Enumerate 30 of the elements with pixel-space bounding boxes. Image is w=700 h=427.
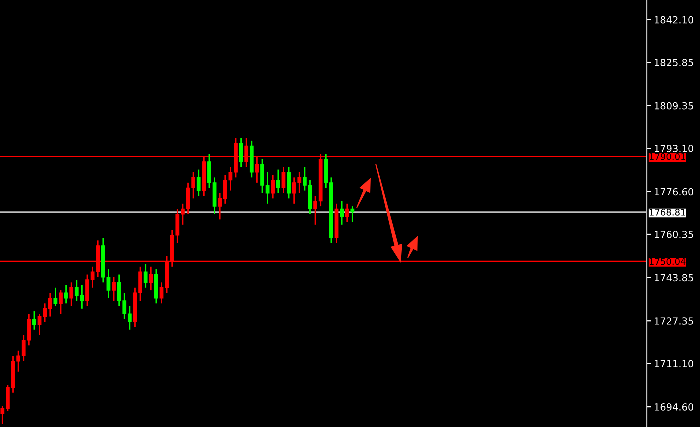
candlestick bbox=[59, 290, 63, 315]
candlestick bbox=[149, 266, 154, 292]
ref-line-label: 1790.01 bbox=[650, 153, 686, 160]
ref-line-label: 1768.81 bbox=[650, 209, 686, 216]
y-tick-label: 1727.35 bbox=[655, 318, 694, 325]
candlestick bbox=[340, 200, 344, 226]
candlestick bbox=[144, 264, 148, 289]
y-tick-label: 1760.35 bbox=[655, 230, 694, 238]
candlestick bbox=[287, 166, 291, 200]
candlestick bbox=[112, 276, 116, 302]
candlestick bbox=[239, 138, 244, 168]
candlestick bbox=[282, 166, 286, 194]
candlestick bbox=[196, 169, 201, 197]
y-tick-label: 1711.10 bbox=[655, 360, 694, 368]
y-tick-label: 1809.35 bbox=[655, 102, 694, 110]
candlestick bbox=[350, 206, 355, 223]
candlestick bbox=[32, 310, 36, 331]
ref-line-label: 1750.04 bbox=[650, 258, 686, 266]
candlestick bbox=[154, 268, 158, 304]
candlestick bbox=[70, 282, 74, 307]
candlestick bbox=[271, 174, 276, 200]
y-tick-label: 1842.10 bbox=[655, 16, 694, 24]
y-tick-label: 1694.60 bbox=[655, 404, 694, 411]
y-tick-label: 1743.85 bbox=[655, 274, 694, 282]
candlestick bbox=[345, 203, 350, 223]
candlestick bbox=[276, 169, 280, 194]
y-tick-label: 1793.10 bbox=[655, 145, 694, 152]
y-tick-label: 1825.85 bbox=[655, 59, 694, 66]
candlestick bbox=[54, 287, 58, 307]
y-tick-label: 1776.60 bbox=[655, 188, 694, 196]
